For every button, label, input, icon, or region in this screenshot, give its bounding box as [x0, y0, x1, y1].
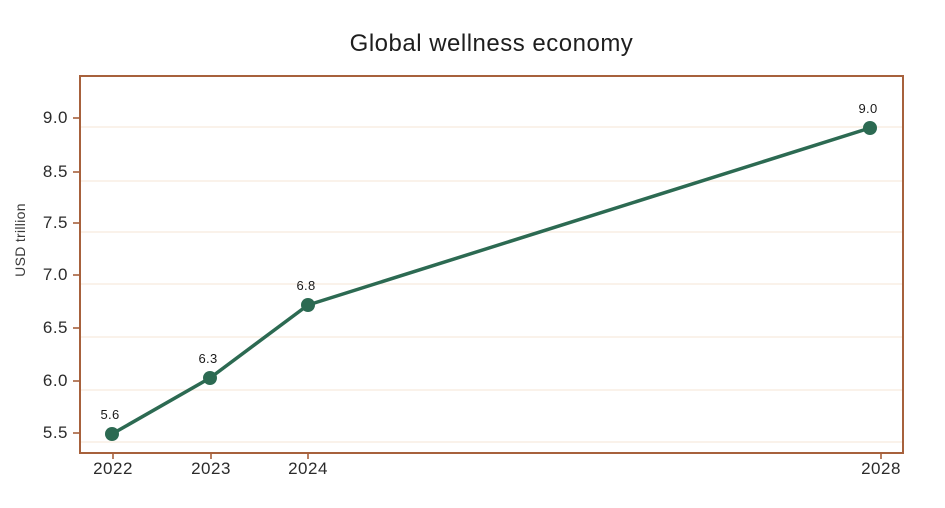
- x-tick-label: 2024: [288, 459, 328, 478]
- x-tick-label: 2028: [861, 459, 901, 478]
- x-tick-label: 2022: [93, 459, 133, 478]
- y-tick-label: 9.0: [42, 108, 68, 127]
- y-tick-label: 6.0: [42, 371, 68, 390]
- x-tick-label: 2023: [191, 459, 231, 478]
- data-point: [105, 427, 119, 441]
- y-tick-label: 5.5: [42, 423, 68, 442]
- chart-title: Global wellness economy: [349, 30, 634, 57]
- data-point: [863, 121, 877, 135]
- y-tick-label: 8.5: [42, 162, 68, 181]
- point-value-label: 6.3: [198, 351, 218, 366]
- data-point: [203, 371, 217, 385]
- y-tick-label: 6.5: [42, 318, 68, 337]
- plot-border: [79, 75, 904, 454]
- point-value-label: 5.6: [100, 407, 120, 422]
- y-tick-label: 7.5: [42, 213, 68, 232]
- point-value-label: 6.8: [296, 278, 316, 293]
- y-tick-label: 7.0: [42, 265, 68, 284]
- point-value-label: 9.0: [858, 101, 878, 116]
- trend-line: [110, 126, 872, 436]
- data-point: [301, 298, 315, 312]
